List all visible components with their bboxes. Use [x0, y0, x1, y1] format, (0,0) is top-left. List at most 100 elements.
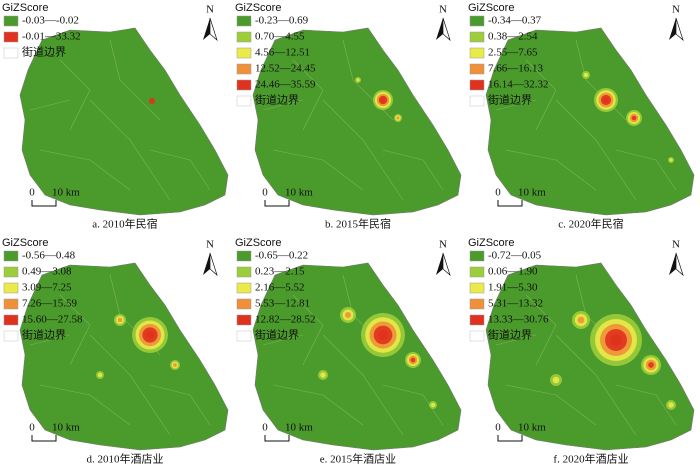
legend-swatch [3, 314, 19, 326]
legend-swatch [469, 15, 485, 27]
legend-label: 0.23—2.15 [255, 266, 305, 278]
hotspot [583, 72, 589, 78]
caption: a. 2010年民宿 [92, 217, 157, 231]
north-arrow [203, 18, 210, 40]
hotspot [648, 362, 654, 368]
street-boundary [555, 334, 637, 436]
scale-label: 10 km [285, 187, 313, 199]
legend-label: 0.49—3.08 [22, 266, 72, 278]
legend-label: 3.09—7.25 [22, 282, 72, 294]
caption: d. 2010年酒店业 [87, 452, 164, 466]
scale-label: 10 km [285, 422, 313, 434]
hotspot [631, 115, 637, 121]
legend-label: 16.14—32.32 [488, 79, 549, 91]
street-boundary [505, 384, 597, 426]
caption: f. 2020年酒店业 [553, 452, 628, 466]
hotspot [97, 372, 103, 378]
street-boundary [29, 334, 71, 346]
north-arrow [675, 17, 684, 42]
legend-swatch [469, 31, 485, 43]
north-label: N [439, 4, 447, 16]
legend-swatch [236, 314, 252, 326]
legend-swatch [3, 31, 19, 43]
map-panel: GiZScore-0.03—-0.02 -0.01—33.32 街道边界 N 0 10 k… [2, 2, 229, 231]
legend-label: 2.16—5.52 [255, 282, 305, 294]
legend-swatch [469, 330, 485, 342]
legend-label: 街道边界 [488, 328, 532, 342]
scale-bar [31, 200, 57, 207]
legend-label: 0.38—2.54 [488, 31, 538, 43]
hotspot [149, 98, 155, 104]
street-boundary [495, 334, 537, 346]
street-boundary [109, 39, 161, 121]
legend-title: GiZScore [235, 2, 281, 14]
scale-zero: 0 [262, 422, 268, 434]
legend-label: -0.23—0.69 [255, 15, 309, 27]
legend-label: 13.33—30.76 [488, 314, 549, 326]
legend-swatch [236, 63, 252, 75]
legend-label: 街道边界 [488, 93, 532, 107]
north-arrow [436, 253, 443, 275]
scale-bar [264, 435, 290, 442]
scale-label: 10 km [52, 422, 80, 434]
legend-swatch [236, 282, 252, 294]
legend-swatch [236, 330, 252, 342]
scale-label: 10 km [52, 187, 80, 199]
caption: b. 2015年民宿 [325, 217, 391, 231]
street-boundary [149, 384, 211, 426]
street-boundary [59, 59, 91, 131]
legend-label: -0.01—33.32 [22, 31, 81, 43]
legend-title: GiZScore [468, 2, 514, 14]
legend-swatch [469, 47, 485, 59]
legend-swatch [469, 63, 485, 75]
hotspot [669, 158, 673, 162]
scale-zero: 0 [495, 187, 501, 199]
street-boundary [555, 99, 637, 201]
legend-label: 15.60—27.58 [22, 314, 83, 326]
street-boundary [149, 149, 211, 191]
street-boundary [382, 149, 444, 191]
hotspot [610, 334, 622, 346]
legend-swatch [469, 266, 485, 278]
legend-label: 街道边界 [255, 93, 299, 107]
street-boundary [89, 334, 171, 436]
street-boundary [262, 334, 304, 346]
street-boundary [292, 294, 324, 366]
legend-label: 0.70—4.55 [255, 31, 305, 43]
street-boundary [89, 99, 171, 201]
legend-label: 2.55—7.65 [488, 47, 538, 59]
hotspot [668, 402, 674, 408]
map-panel: GiZScore-0.23—0.69 0.70—4.55 4.56—12.51 12.… [235, 2, 462, 231]
legend-swatch [3, 250, 19, 262]
street-boundary [495, 99, 537, 111]
street-boundary [262, 99, 304, 111]
north-label: N [672, 4, 680, 16]
scale-label: 10 km [518, 187, 546, 199]
hotspot [410, 357, 416, 363]
north-arrow [209, 17, 218, 42]
legend-swatch [469, 95, 485, 107]
north-arrow [442, 17, 451, 42]
legend-title: GiZScore [468, 237, 514, 249]
north-label: N [206, 239, 214, 251]
legend-swatch [469, 314, 485, 326]
legend-swatch [3, 47, 19, 59]
legend-swatch [236, 250, 252, 262]
hotspot [380, 97, 386, 103]
legend-label: -0.03—-0.02 [22, 15, 79, 27]
scale-zero: 0 [29, 422, 35, 434]
legend-swatch [236, 79, 252, 91]
legend-label: 0.06—1.90 [488, 266, 538, 278]
legend-title: GiZScore [235, 237, 281, 249]
legend-label: 24.46—35.59 [255, 79, 316, 91]
legend-swatch [3, 330, 19, 342]
hotspot [145, 330, 155, 340]
north-arrow [669, 18, 676, 40]
legend-swatch [3, 298, 19, 310]
street-boundary [292, 59, 324, 131]
legend-label: 12.52—24.45 [255, 63, 316, 75]
street-boundary [525, 294, 557, 366]
street-boundary [505, 149, 597, 191]
legend-swatch [236, 95, 252, 107]
